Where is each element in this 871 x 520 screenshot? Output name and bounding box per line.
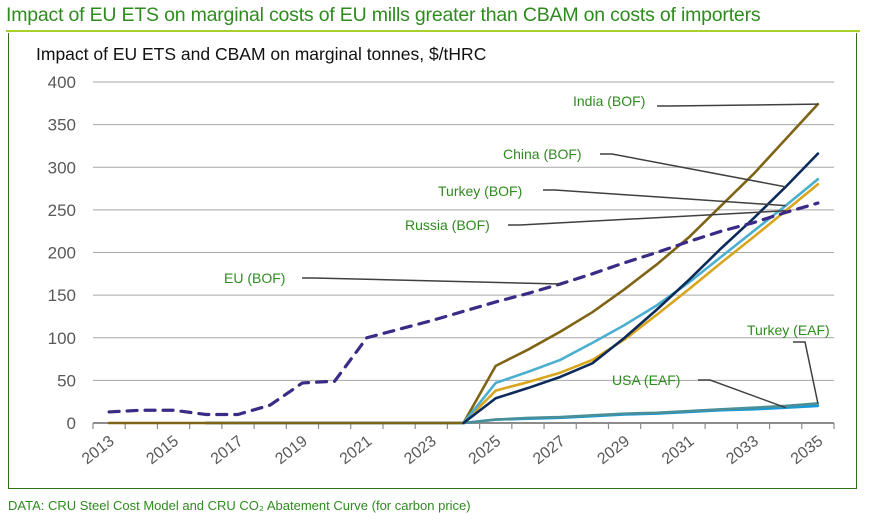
leader-line-china-bof <box>600 153 786 188</box>
x-tick-label: 2029 <box>595 433 634 468</box>
annotation-china-bof: China (BOF) <box>503 146 582 162</box>
x-tick-label: 2023 <box>401 433 440 468</box>
annotation-russia-bof: Russia (BOF) <box>405 217 490 233</box>
x-tick-label: 2021 <box>337 433 376 468</box>
x-tick-label: 2017 <box>208 433 247 468</box>
gridlines <box>93 81 834 381</box>
chart-title: Impact of EU ETS and CBAM on marginal to… <box>36 44 487 64</box>
leader-line-turkey-eaf <box>793 341 819 404</box>
leader-line-turkey-bof <box>543 189 786 207</box>
annotation-turkey-eaf: Turkey (EAF) <box>747 322 830 338</box>
x-tick-label: 2031 <box>659 433 698 468</box>
y-tick-label: 350 <box>48 116 76 135</box>
series-lines <box>107 102 820 425</box>
annotation-usa-eaf: USA (EAF) <box>612 372 680 388</box>
leader-line-russia-bof <box>508 209 786 226</box>
annotations: India (BOF) China (BOF) Turkey (BOF) Russia… <box>224 93 830 409</box>
y-tick-label: 50 <box>57 371 76 390</box>
y-tick-label: 0 <box>67 414 76 433</box>
source-note: DATA: CRU Steel Cost Model and CRU CO₂ A… <box>8 498 471 513</box>
x-tick-label: 2015 <box>143 433 182 468</box>
headline-rule <box>6 30 860 32</box>
series-line-china-bof <box>462 152 820 425</box>
x-tick-label: 2027 <box>530 433 569 468</box>
annotation-india-bof: India (BOF) <box>573 93 645 109</box>
annotation-eu-bof: EU (BOF) <box>224 270 285 286</box>
y-tick-label: 150 <box>48 286 76 305</box>
leader-line-eu-bof <box>302 277 561 285</box>
x-tick-label: 2013 <box>79 433 118 468</box>
series-line-turkey-bof <box>462 177 820 425</box>
y-tick-label: 100 <box>48 329 76 348</box>
x-tick-label: 2035 <box>788 433 827 468</box>
x-tick-label: 2019 <box>272 433 311 468</box>
y-tick-label: 250 <box>48 201 76 220</box>
headline: Impact of EU ETS on marginal costs of EU… <box>6 4 761 26</box>
x-axis: 2013 2015 2017 2019 2021 2023 2025 2027 2029 2031… <box>79 422 835 468</box>
x-tick-label: 2033 <box>723 433 762 468</box>
y-tick-label: 400 <box>48 73 76 92</box>
series-line-russia-bof <box>462 183 820 425</box>
leader-line-usa-eaf <box>698 379 786 409</box>
annotation-turkey-bof: Turkey (BOF) <box>438 183 522 199</box>
y-tick-label: 200 <box>48 244 76 263</box>
y-axis: 0 50 100 150 200 250 300 350 400 <box>48 73 76 433</box>
series-line-eu-bof <box>107 201 820 417</box>
chart-frame <box>8 33 857 489</box>
x-tick-label: 2025 <box>466 433 505 468</box>
y-tick-label: 300 <box>48 158 76 177</box>
leader-line-india-bof <box>657 103 818 107</box>
